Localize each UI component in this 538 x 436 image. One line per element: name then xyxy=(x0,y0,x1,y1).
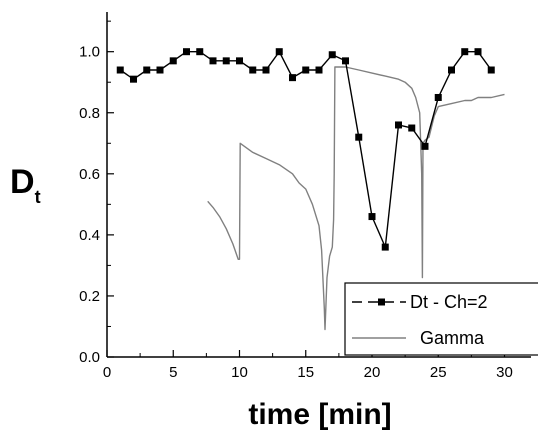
dt-marker xyxy=(328,51,336,59)
dt-marker xyxy=(169,57,177,65)
x-axis-title: time [min] xyxy=(248,398,391,431)
x-tick-label: 30 xyxy=(496,364,513,381)
dt-marker xyxy=(315,66,323,74)
x-tick-label: 5 xyxy=(169,364,177,381)
dt-marker xyxy=(222,57,230,65)
dt-marker xyxy=(156,66,164,74)
dt-marker xyxy=(342,57,349,65)
dt-marker xyxy=(262,66,270,74)
dt-marker xyxy=(289,74,296,82)
gamma-series xyxy=(207,66,505,331)
dt-marker xyxy=(183,48,190,56)
y-axis-title-main: D xyxy=(10,163,35,201)
x-tick-label: 25 xyxy=(430,364,447,381)
legend-dt-marker xyxy=(378,298,385,306)
y-axis-title-subscript: t xyxy=(35,187,41,207)
dt-marker xyxy=(275,48,283,56)
dt-marker xyxy=(196,48,204,56)
legend-gamma-label: Gamma xyxy=(420,328,485,348)
dt-marker xyxy=(448,66,455,74)
x-tick-label: 0 xyxy=(103,364,111,381)
legend: Dt - Ch=2 Gamma xyxy=(344,282,538,356)
gamma-line xyxy=(207,66,505,331)
dt-marker xyxy=(408,124,416,132)
dt-marker xyxy=(381,243,389,251)
x-tick-label: 20 xyxy=(364,364,381,381)
x-tick-label: 15 xyxy=(297,364,314,381)
dt-marker xyxy=(487,66,495,74)
dt-marker xyxy=(421,142,429,150)
dt-marker xyxy=(355,133,363,141)
y-tick-label: 0.2 xyxy=(79,288,100,305)
y-tick-label: 0.4 xyxy=(79,227,100,244)
dt-marker xyxy=(116,66,124,74)
dt-marker xyxy=(209,57,217,65)
dt-marker xyxy=(236,57,243,65)
dt-marker xyxy=(474,48,482,56)
y-axis-title: Dt xyxy=(10,163,41,207)
y-tick-label: 0.6 xyxy=(79,166,100,183)
dt-marker xyxy=(368,213,376,221)
x-tick-label: 10 xyxy=(231,364,248,381)
dt-marker xyxy=(302,66,310,74)
dt-line xyxy=(119,50,492,250)
dt-marker xyxy=(395,121,402,129)
y-tick-label: 0.0 xyxy=(79,349,100,366)
dt-marker xyxy=(461,48,469,56)
y-tick-label: 0.8 xyxy=(79,105,100,122)
dt-series xyxy=(116,48,495,251)
y-tick-label: 1.0 xyxy=(79,44,100,61)
dt-marker xyxy=(130,75,137,83)
dt-marker xyxy=(249,66,257,74)
legend-dt-label: Dt - Ch=2 xyxy=(410,292,488,312)
dt-marker xyxy=(143,66,151,74)
dt-marker xyxy=(434,93,442,101)
legend-box xyxy=(344,282,538,356)
